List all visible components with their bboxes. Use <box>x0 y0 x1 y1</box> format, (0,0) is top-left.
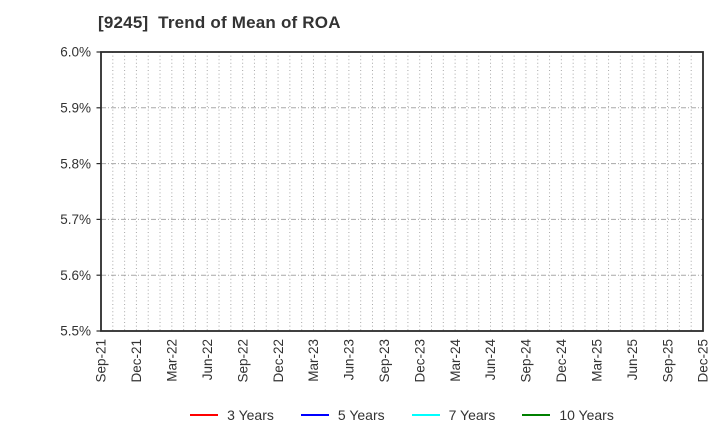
x-tick-label: Dec-23 <box>412 339 427 383</box>
chart-title: [9245] Trend of Mean of ROA <box>98 13 341 32</box>
legend-line-swatch-blue <box>300 414 329 416</box>
legend-label: 7 Years <box>448 407 496 423</box>
x-tick-label: Sep-23 <box>377 339 392 383</box>
x-tick-label: Sep-22 <box>235 339 250 383</box>
legend: 3 Years 5 Years 7 Years 10 Years <box>101 403 703 427</box>
x-tick-label: Mar-24 <box>448 339 463 382</box>
legend-item-3-years: 3 Years <box>190 407 274 423</box>
x-tick-label: Mar-22 <box>165 339 180 382</box>
x-tick-label: Mar-23 <box>306 339 321 382</box>
x-tick-label: Jun-23 <box>342 339 357 380</box>
x-tick-label: Sep-25 <box>660 339 675 383</box>
x-tick-label: Jun-22 <box>200 339 215 380</box>
x-tick-label: Dec-25 <box>696 339 711 383</box>
legend-line-swatch-green <box>522 414 551 416</box>
x-tick-label: Dec-21 <box>129 339 144 383</box>
y-tick-label: 6.0% <box>60 45 91 60</box>
legend-label: 3 Years <box>227 407 274 423</box>
legend-line-swatch-cyan <box>411 414 440 416</box>
plot-border <box>100 51 704 332</box>
x-tick-label: Sep-21 <box>94 339 109 383</box>
x-tick-label: Mar-25 <box>589 339 604 382</box>
legend-item-10-years: 10 Years <box>522 407 614 423</box>
legend-label: 5 Years <box>337 407 385 423</box>
legend-label: 10 Years <box>559 407 614 423</box>
y-tick-label: 5.9% <box>60 101 91 116</box>
x-tick-label: Dec-24 <box>554 339 569 383</box>
legend-item-5-years: 5 Years <box>300 407 385 423</box>
x-tick-label: Jun-25 <box>625 339 640 380</box>
x-tick-label: Sep-24 <box>519 339 534 383</box>
y-tick-label: 5.5% <box>60 324 91 339</box>
y-tick-label: 5.6% <box>60 268 91 283</box>
y-tick-label: 5.7% <box>60 212 91 227</box>
x-tick-label: Dec-22 <box>271 339 286 383</box>
legend-item-7-years: 7 Years <box>411 407 496 423</box>
y-tick-label: 5.8% <box>60 156 91 171</box>
legend-line-swatch-red <box>190 414 219 416</box>
x-tick-label: Jun-24 <box>483 339 498 381</box>
